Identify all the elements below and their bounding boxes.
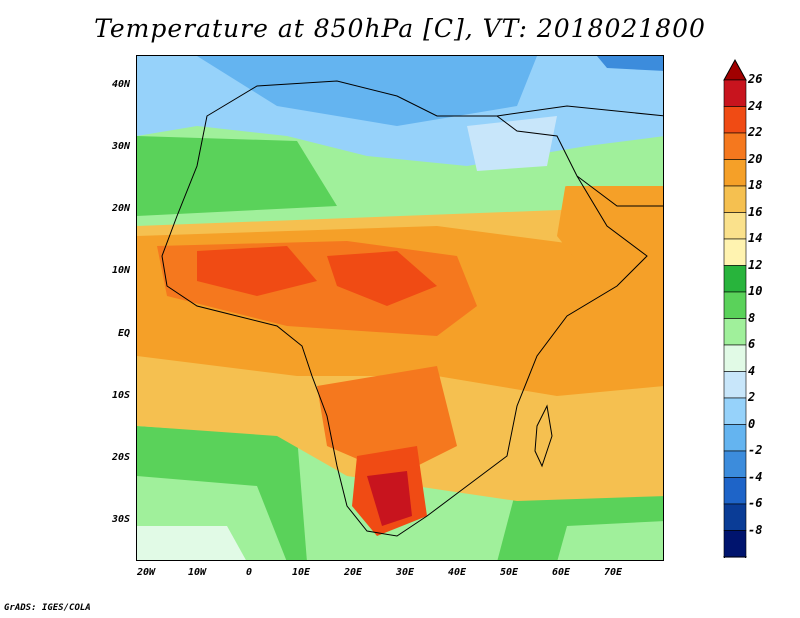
southern-africa-hottest [367, 471, 412, 526]
x-tick-label: 60E [551, 567, 571, 578]
colorbar-tick-label: 4 [748, 363, 756, 378]
south-atlantic-cold-band [137, 526, 246, 560]
colorbar-tick-label: 24 [748, 98, 763, 113]
x-tick-label: 10E [291, 567, 311, 578]
x-tick-label: 0 [245, 567, 253, 578]
middle-east-coastline [496, 105, 663, 207]
colorbar-swatch [723, 344, 747, 372]
north-atlantic-band [137, 136, 337, 216]
colorbar-swatch [723, 212, 747, 240]
colorbar-tick-label: 22 [748, 125, 763, 139]
colorbar-tick-label: -4 [748, 469, 763, 484]
colorbar-top-arrow [723, 58, 747, 81]
coastlines [161, 80, 663, 537]
south-central-hot [317, 366, 457, 476]
arabia-india-warm [557, 166, 663, 286]
x-tick-label: 20E [343, 567, 363, 578]
colorbar-swatch [723, 185, 747, 213]
colorbar-swatch [723, 318, 747, 346]
y-tick-label: 40N [111, 79, 130, 90]
colorbar-swatch [723, 79, 747, 107]
north-east-coldest [597, 56, 663, 71]
colorbar [723, 58, 747, 558]
y-tick-label: 30N [111, 141, 130, 152]
colorbar-swatch [723, 450, 747, 478]
temperature-map [136, 55, 664, 561]
colorbar-tick-label: 0 [748, 416, 756, 431]
colorbar-tick-label: 8 [748, 310, 756, 325]
colorbar-swatch [723, 106, 747, 134]
x-tick-label: 10W [187, 567, 207, 578]
x-tick-label: 50E [499, 567, 519, 578]
colorbar-tick-label: -2 [748, 443, 763, 457]
colorbar-tick-label: 20 [748, 151, 763, 166]
madagascar-coastline [534, 404, 553, 468]
colorbar-swatch [723, 477, 747, 505]
west-africa-hottest [197, 246, 317, 296]
y-tick-label: 10S [111, 390, 130, 401]
colorbar-bottom-arrow [723, 556, 747, 558]
colorbar-tick-label: 12 [748, 257, 763, 272]
colorbar-swatch [723, 132, 747, 160]
colorbar-tick-label: 2 [748, 390, 756, 404]
colorbar-swatch [723, 291, 747, 319]
y-tick-label: 20S [111, 452, 130, 463]
colorbar-tick-label: 10 [748, 284, 763, 298]
colorbar-swatch [723, 265, 747, 293]
y-tick-label: 20N [111, 203, 130, 214]
x-tick-label: 70E [603, 567, 623, 578]
colorbar-tick-label: 18 [748, 178, 763, 192]
colorbar-tick-label: 6 [748, 337, 756, 351]
y-tick-label: 30S [111, 514, 130, 525]
colorbar-swatch [723, 424, 747, 452]
colorbar-tick-label: -6 [748, 496, 763, 510]
colorbar-swatch [723, 530, 747, 558]
colorbar-tick-label: 14 [748, 231, 763, 245]
colorbar-swatch [723, 503, 747, 531]
colorbar-swatch [723, 397, 747, 425]
chart-title: Temperature at 850hPa [C], VT: 201802180… [94, 14, 706, 43]
colorbar-swatch [723, 238, 747, 266]
central-africa-hot [327, 251, 437, 306]
north-colder [197, 56, 537, 126]
egypt-cool [467, 116, 557, 171]
south-indian-cool-band [557, 521, 663, 560]
x-tick-label: 30E [395, 567, 415, 578]
x-tick-label: 40E [447, 567, 467, 578]
colorbar-tick-label: 16 [748, 204, 763, 219]
y-tick-label: 10N [111, 265, 130, 276]
colorbar-swatch [723, 159, 747, 187]
colorbar-swatch [723, 371, 747, 399]
colorbar-tick-label: -8 [748, 522, 763, 537]
x-tick-label: 20W [136, 567, 156, 578]
y-tick-label: EQ [117, 328, 130, 339]
colorbar-tick-label: 26 [748, 72, 763, 86]
credit-text: GrADS: IGES/COLA [4, 603, 91, 613]
temperature-field [137, 56, 663, 560]
africa-coastline [161, 80, 648, 537]
